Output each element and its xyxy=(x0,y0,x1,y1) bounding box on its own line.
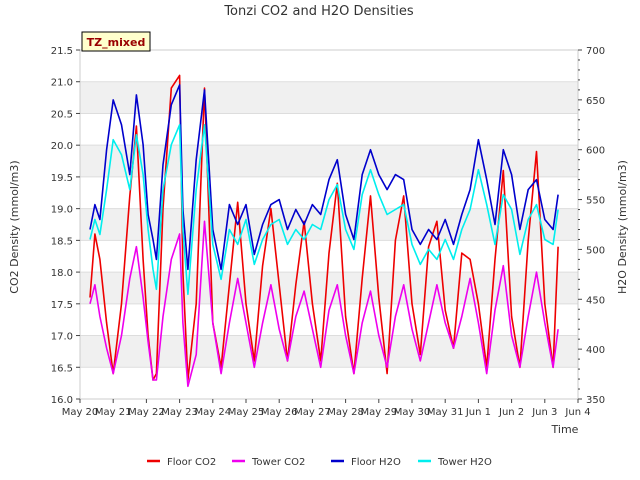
plot-band xyxy=(80,208,578,241)
legend-item: Tower H2O xyxy=(418,457,492,468)
site-badge-text: TZ_mixed xyxy=(87,36,146,49)
legend-item: Tower CO2 xyxy=(232,457,305,468)
y-left-tick-label: 21.5 xyxy=(51,46,73,57)
x-tick-label: May 26 xyxy=(261,407,298,418)
x-tick-label: May 25 xyxy=(228,407,265,418)
plot-band xyxy=(80,50,578,82)
legend: Floor CO2 Tower CO2 Floor H2O Tower H2O xyxy=(147,457,492,468)
series-layer xyxy=(89,74,559,388)
y-right-tick-label: 650 xyxy=(586,96,605,107)
legend-label: Tower H2O xyxy=(437,457,492,468)
x-tick-label: Jun 1 xyxy=(465,407,491,418)
y-right-tick-label: 600 xyxy=(586,146,605,157)
y-left-tick-label: 19.5 xyxy=(51,173,73,184)
series-line-tower-h2o xyxy=(89,124,559,296)
x-tick-label: May 24 xyxy=(195,407,232,418)
site-badge-box xyxy=(81,31,151,52)
legend-label: Floor CO2 xyxy=(167,457,216,468)
y-right-tick-label: 450 xyxy=(586,295,605,306)
series-line-tower-co2 xyxy=(89,220,559,388)
x-tick-label: May 22 xyxy=(128,407,165,418)
y-right-tick-label: 400 xyxy=(586,345,605,356)
y-right-tick-label: 500 xyxy=(586,245,605,256)
x-axis-label: Time xyxy=(551,423,579,436)
plot-bands xyxy=(80,49,578,400)
x-tick-label: Jun 4 xyxy=(564,407,590,418)
y-left-tick-label: 16.0 xyxy=(51,395,73,406)
plot-band xyxy=(80,81,578,114)
y-right-axis-label: H2O Density (mmol/m3) xyxy=(616,160,629,294)
legend-label: Floor H2O xyxy=(351,457,401,468)
x-tick-label: May 23 xyxy=(161,407,198,418)
legend-label: Tower CO2 xyxy=(251,457,305,468)
y-left-tick-label: 18.5 xyxy=(51,236,73,247)
y-left-tick-label: 17.5 xyxy=(51,300,73,311)
legend-item: Floor H2O xyxy=(331,457,401,468)
y-right-tick-label: 700 xyxy=(586,46,605,57)
chart-title: Tonzi CO2 and H2O Densities xyxy=(223,4,414,19)
x-tick-label: May 29 xyxy=(361,407,398,418)
x-tick-label: May 30 xyxy=(394,407,431,418)
y-left-tick-label: 21.0 xyxy=(51,78,73,89)
plot-band xyxy=(80,272,578,304)
y-left-tick-label: 19.0 xyxy=(51,205,73,216)
y-left-axis-label: CO2 Density (mmol/m3) xyxy=(8,160,21,293)
y-right-tick-label: 550 xyxy=(586,196,605,207)
x-tick-label: May 20 xyxy=(62,407,99,418)
plot-band xyxy=(80,335,578,368)
plot-band xyxy=(80,367,578,399)
y-left-tick-label: 20.0 xyxy=(51,141,73,152)
series-line-floor-h2o xyxy=(89,84,559,271)
x-tick-label: Jun 2 xyxy=(498,407,524,418)
y-left-tick-label: 20.5 xyxy=(51,109,73,120)
plot-frame xyxy=(79,49,579,400)
x-tick-label: May 21 xyxy=(95,407,132,418)
x-tick-label: May 27 xyxy=(294,407,331,418)
y-right-tick-label: 350 xyxy=(586,395,605,406)
x-tick-label: Jun 3 xyxy=(531,407,557,418)
x-tick-label: May 28 xyxy=(327,407,364,418)
y-left-tick-label: 17.0 xyxy=(51,332,73,343)
y-left-tick-label: 16.5 xyxy=(51,363,73,374)
legend-item: Floor CO2 xyxy=(147,457,216,468)
y-left-tick-label: 18.0 xyxy=(51,268,73,279)
plot-band xyxy=(80,113,578,146)
site-badge: TZ_mixed xyxy=(81,31,151,52)
x-tick-label: May 31 xyxy=(427,407,464,418)
